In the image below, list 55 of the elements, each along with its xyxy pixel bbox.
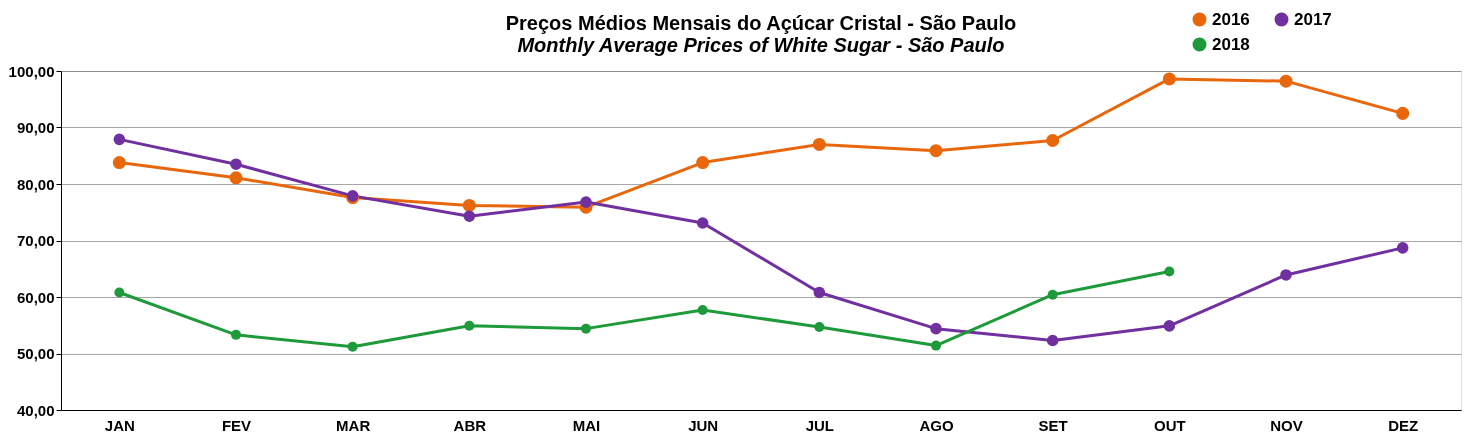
point xyxy=(930,322,942,335)
point xyxy=(812,137,826,151)
point xyxy=(462,198,476,212)
legend-label: 2018 xyxy=(1212,34,1250,54)
point xyxy=(696,217,709,229)
point xyxy=(114,287,125,298)
chart-title: Preços Médios Mensais do Açúcar Cristal - São Paulo xyxy=(505,12,1017,34)
x-tick-label: JUL xyxy=(805,416,835,434)
x-tick-label: MAR xyxy=(336,416,371,434)
y-tick-label: 90,00 xyxy=(16,119,55,136)
point xyxy=(697,305,708,315)
y-tick-label: 80,00 xyxy=(16,175,55,193)
point xyxy=(1163,320,1176,332)
x-tick-label: JAN xyxy=(104,416,135,434)
x-tick-label: OUT xyxy=(1154,416,1186,434)
x-tick-label: AGO xyxy=(919,416,954,434)
x-tick-label: FEV xyxy=(221,416,252,434)
point xyxy=(1046,133,1060,147)
point xyxy=(229,171,243,185)
y-tick-label: 100,00 xyxy=(8,62,55,80)
point xyxy=(814,321,825,332)
x-tick-label: SET xyxy=(1038,416,1068,434)
point xyxy=(696,156,710,170)
point xyxy=(347,341,358,352)
point xyxy=(464,320,475,331)
x-tick-label: DEZ xyxy=(1388,416,1419,434)
point xyxy=(1279,74,1293,88)
point xyxy=(1164,266,1175,277)
point xyxy=(1046,334,1059,347)
point xyxy=(1396,106,1410,120)
point xyxy=(1047,289,1058,300)
point xyxy=(1280,269,1292,281)
point xyxy=(112,156,126,170)
point xyxy=(231,329,241,340)
x-tick-label: JUN xyxy=(688,416,719,434)
point xyxy=(463,210,476,222)
y-tick-label: 50,00 xyxy=(16,345,55,362)
point xyxy=(1162,72,1176,86)
x-tick-label: NOV xyxy=(1270,416,1303,434)
point xyxy=(931,340,941,351)
point xyxy=(113,133,126,146)
legend-label: 2017 xyxy=(1294,9,1332,29)
point xyxy=(1396,242,1409,254)
y-tick-label: 70,00 xyxy=(16,232,55,249)
point xyxy=(929,144,943,158)
point xyxy=(813,286,826,299)
point xyxy=(580,196,592,208)
point xyxy=(581,323,591,334)
point xyxy=(230,158,242,171)
chart-subtitle: Monthly Average Prices of White Sugar - São Paulo xyxy=(517,34,1005,56)
x-tick-label: ABR xyxy=(453,416,487,434)
x-tick-label: MAI xyxy=(572,416,601,434)
y-tick-label: 60,00 xyxy=(16,288,55,306)
y-tick-label: 40,00 xyxy=(16,401,55,419)
legend-label: 2016 xyxy=(1212,9,1250,29)
